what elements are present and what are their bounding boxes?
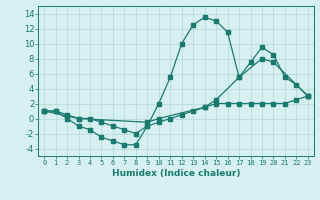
X-axis label: Humidex (Indice chaleur): Humidex (Indice chaleur) xyxy=(112,169,240,178)
